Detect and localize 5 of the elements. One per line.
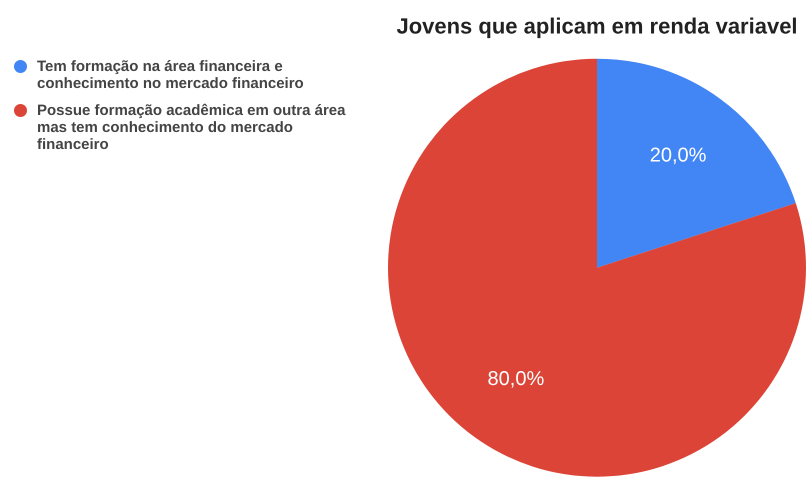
legend-label: Tem formação na área financeira e conhecimento no mercado financeiro xyxy=(37,58,305,92)
data-label: 80,0% xyxy=(488,368,544,390)
chart-title: Jovens que aplicam em renda variavel xyxy=(396,13,798,38)
data-label: 20,0% xyxy=(650,144,707,167)
legend-label: Possue formação acadêmica em outra área mas tem conhecimento do mercado financeiro xyxy=(37,102,346,153)
